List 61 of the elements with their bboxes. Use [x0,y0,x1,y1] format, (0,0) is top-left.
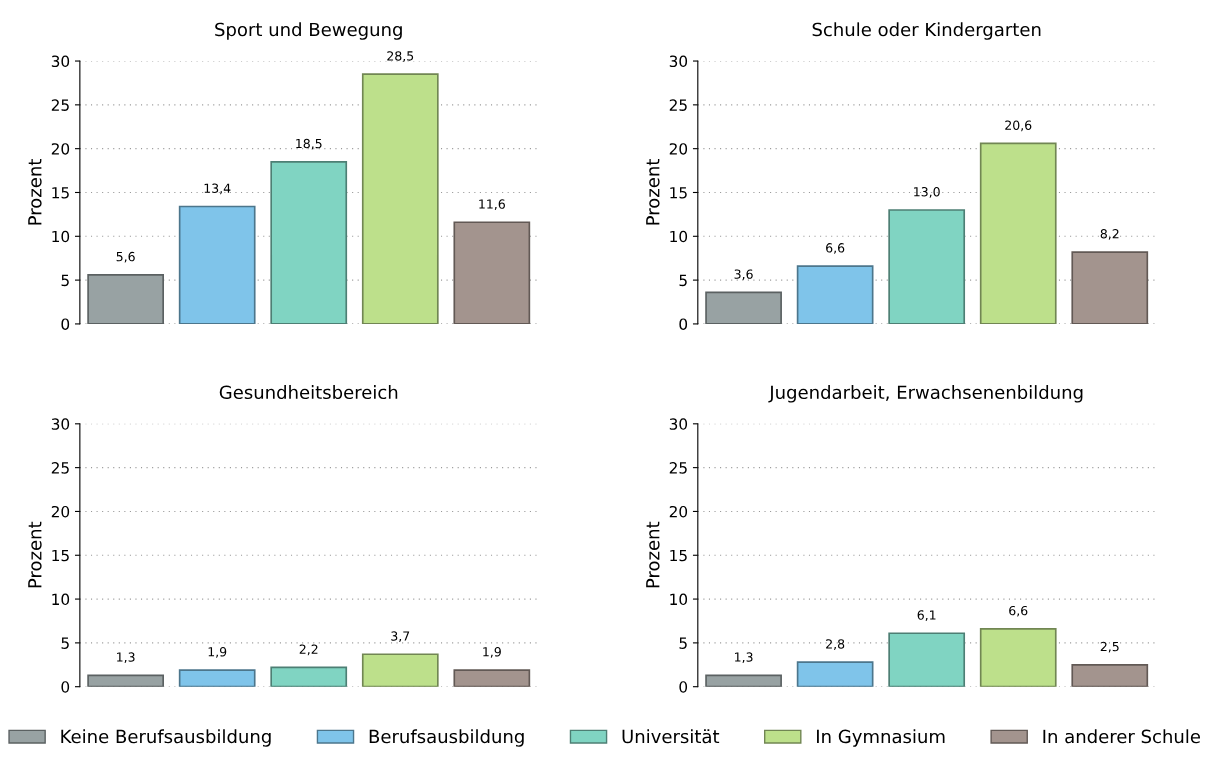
y-tick-label: 25 [51,99,69,111]
y-tick-label: 15 [52,549,69,562]
legend-label: In anderer Schule [1043,729,1200,744]
y-tick-label: 5 [679,637,687,649]
y-tick-label: 10 [52,230,70,243]
y-tick-label: 15 [670,187,687,199]
y-axis-title: Prozent [28,521,42,588]
y-tick-label: 20 [51,143,70,155]
y-tick-label: 0 [61,318,70,330]
data-label: 28,5 [387,51,414,62]
y-tick-label: 30 [669,418,688,430]
y-tick-label: 10 [670,593,688,606]
data-label: 5,6 [116,251,135,263]
y-tick-label: 30 [51,55,70,68]
y-tick-label: 0 [61,681,70,693]
data-label: 1,3 [735,652,753,664]
y-tick-label: 10 [670,230,688,243]
chart-title: Schule oder Kindergarten [812,22,1041,40]
y-axis-title: Prozent [28,159,42,225]
data-label: 2,2 [299,644,318,656]
data-label: 2,5 [1100,641,1119,653]
data-label: 3,7 [391,631,410,643]
data-label: 2,8 [826,639,845,650]
y-tick-label: 30 [51,418,70,430]
data-label: 1,3 [117,652,135,664]
legend-label: Berufsausbildung [369,729,524,747]
y-tick-label: 5 [61,637,69,649]
data-label: 8,2 [1100,229,1119,240]
y-tick-label: 25 [51,462,69,474]
legend-label: Keine Berufsausbildung [61,729,271,747]
data-label: 13,0 [914,187,940,198]
y-tick-label: 10 [52,593,70,606]
y-tick-label: 25 [669,99,687,111]
y-tick-label: 30 [669,55,688,68]
legend-label: In Gymnasium [817,729,945,747]
data-label: 13,4 [204,183,231,195]
data-label: 1,9 [208,647,227,658]
data-label: 1,9 [483,647,501,658]
data-label: 6,1 [917,610,936,621]
chart-title: Sport und Bewegung [215,22,402,40]
y-tick-label: 20 [51,505,70,518]
chart-title: Jugendarbeit, Erwachsenenbildung [768,385,1083,403]
y-tick-label: 20 [669,505,688,518]
y-axis-title: Prozent [646,521,660,588]
y-tick-label: 5 [679,274,687,287]
data-label: 6,6 [1009,605,1028,617]
data-label: 3,6 [734,269,753,281]
data-label: 11,6 [479,199,505,211]
y-axis-title: Prozent [646,159,660,225]
y-tick-label: 15 [670,549,687,562]
data-label: 18,5 [296,138,322,150]
y-tick-label: 25 [669,462,687,474]
chart-title: Gesundheitsbereich [219,385,398,400]
y-tick-label: 0 [679,318,688,330]
y-tick-label: 20 [669,143,688,155]
y-tick-label: 5 [61,274,69,287]
data-label: 6,6 [826,243,845,254]
y-tick-label: 15 [52,187,69,199]
data-label: 20,6 [1005,120,1032,132]
y-tick-label: 0 [679,681,688,693]
legend-label: Universität [622,729,720,744]
